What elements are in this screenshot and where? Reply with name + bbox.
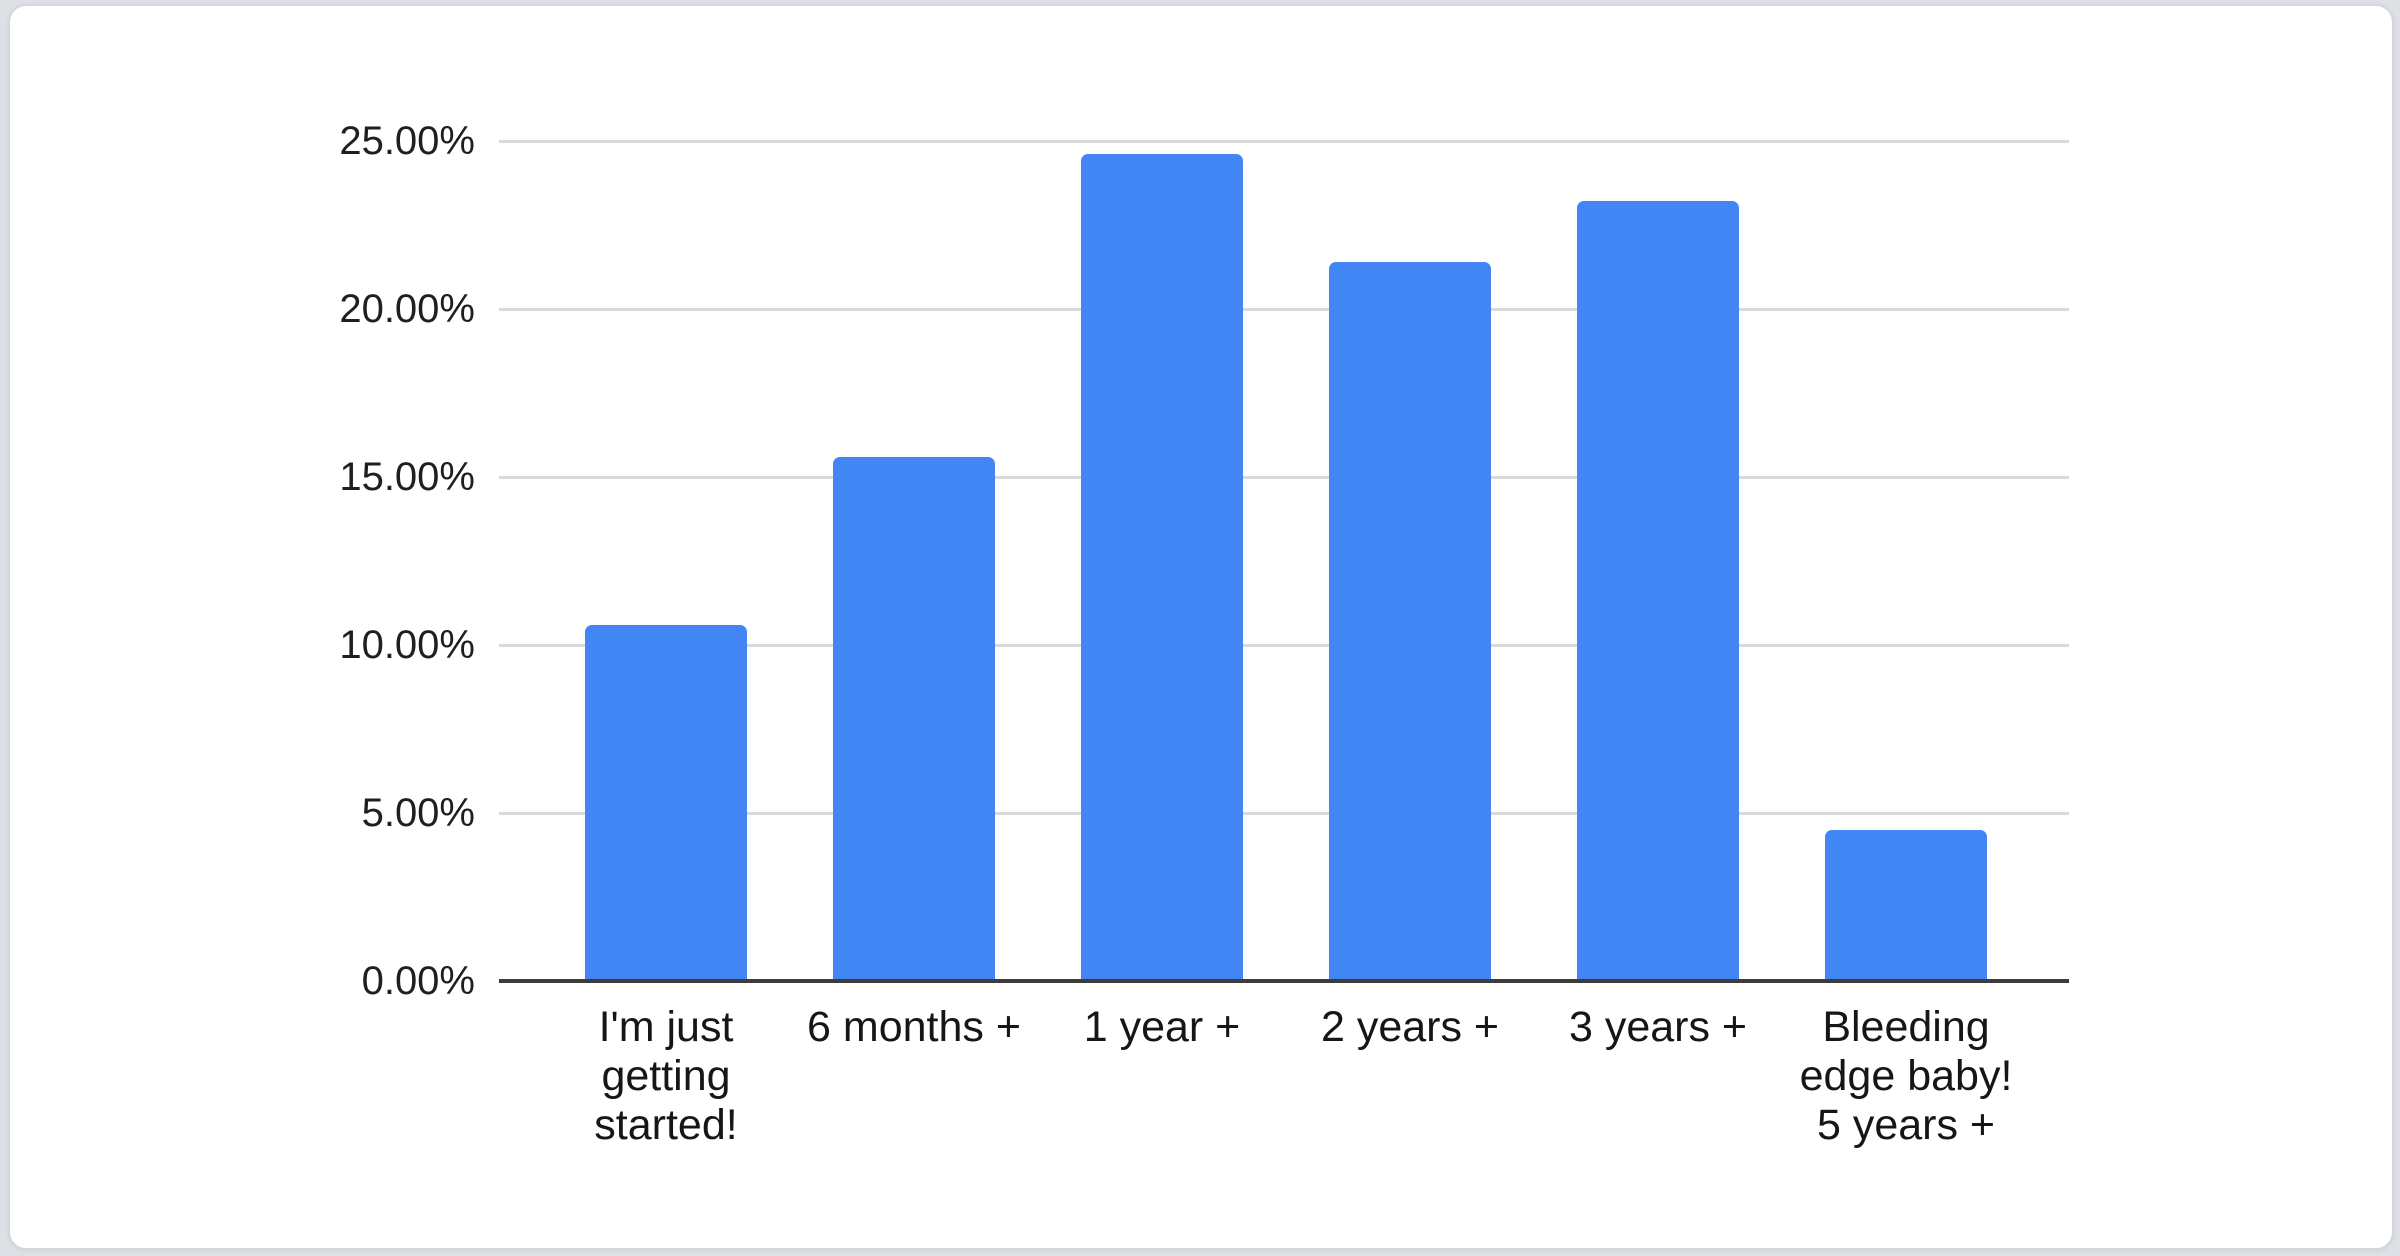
y-axis-tick-label: 10.00% [339,623,475,667]
y-axis-tick-label: 15.00% [339,455,475,499]
gridline [499,811,2069,815]
bar-slot [1782,141,2030,981]
bar-slot [1286,141,1534,981]
x-axis-category-label: 6 months + [807,1003,1021,1051]
x-axis-line [499,979,2069,983]
bar[interactable] [833,456,995,981]
x-axis-category-labels: I'm just getting started! 6 months + 1 yea… [542,1003,2030,1150]
bar-slot [1534,141,1782,981]
gridline [499,475,2069,479]
y-axis-tick-label: 25.00% [339,119,475,163]
gridline [499,643,2069,647]
x-axis-category-label: Bleeding edge baby! 5 years + [1799,1003,2013,1149]
bar[interactable] [1081,154,1243,981]
plot-area: 0.00% 5.00% 10.00% 15.00% 20.00% 25.00% I'm j… [339,119,2069,1149]
x-axis-category-label: 3 years + [1568,1003,1748,1051]
bars-container [542,141,2030,981]
gridline [499,139,2069,143]
gridline [499,307,2069,311]
bar[interactable] [1825,829,1987,981]
bar-slot [542,141,790,981]
x-axis-category-label: 2 years + [1320,1003,1500,1051]
x-axis-category-label: 1 year + [1083,1003,1241,1051]
bar[interactable] [1329,261,1491,981]
y-axis-tick-label: 20.00% [339,287,475,331]
x-axis-category-label: I'm just getting started! [594,1003,738,1149]
bar[interactable] [585,624,747,981]
bar[interactable] [1577,201,1739,981]
y-axis-tick-label: 0.00% [361,959,475,1003]
y-axis-tick-label: 5.00% [361,791,475,835]
bar-slot [1038,141,1286,981]
bar-slot [790,141,1038,981]
chart-card: 0.00% 5.00% 10.00% 15.00% 20.00% 25.00% I'm j… [8,4,2394,1250]
